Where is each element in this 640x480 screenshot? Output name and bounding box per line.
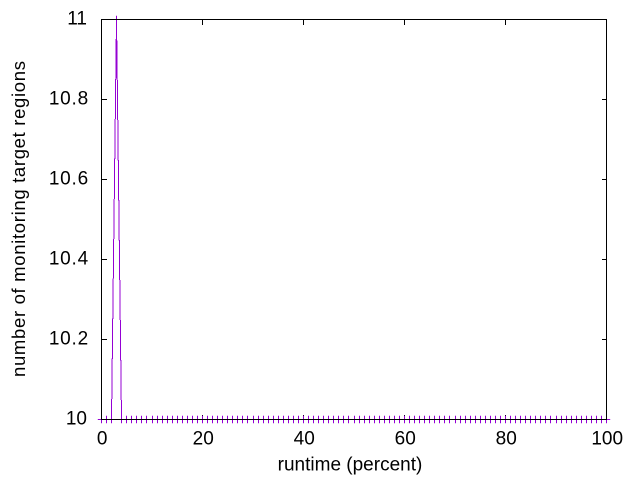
svg-text:100: 100 xyxy=(591,428,623,449)
svg-text:number of monitoring target re: number of monitoring target regions xyxy=(8,61,29,377)
svg-text:runtime (percent): runtime (percent) xyxy=(278,454,423,475)
svg-text:10.8: 10.8 xyxy=(49,89,89,110)
svg-text:10: 10 xyxy=(66,409,87,430)
svg-text:10.2: 10.2 xyxy=(49,329,89,350)
svg-text:10.6: 10.6 xyxy=(49,169,89,190)
svg-text:20: 20 xyxy=(193,428,214,449)
svg-text:80: 80 xyxy=(496,428,517,449)
svg-text:11: 11 xyxy=(67,9,87,30)
svg-text:40: 40 xyxy=(294,428,315,449)
svg-text:0: 0 xyxy=(97,428,108,449)
svg-text:10.4: 10.4 xyxy=(49,249,89,270)
svg-text:60: 60 xyxy=(395,428,416,449)
